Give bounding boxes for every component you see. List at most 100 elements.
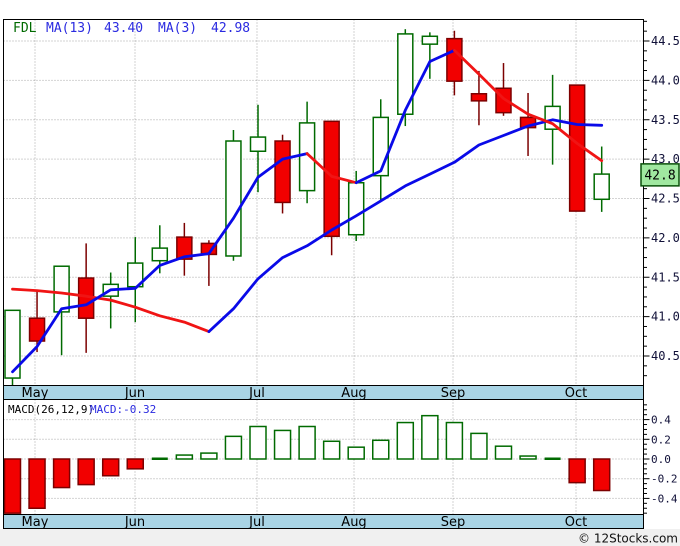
candle-week-18 <box>446 30 463 96</box>
month-label-sep: Sep <box>441 386 466 401</box>
candle-week-1 <box>28 290 46 353</box>
macd-bar-negative <box>568 458 586 484</box>
month-label-aug: Aug <box>341 386 366 401</box>
month-label-oct: Oct <box>565 386 587 401</box>
month-label-jul: Jul <box>248 386 265 401</box>
footer-strip <box>0 529 680 546</box>
macd-month-label-jun: Jun <box>124 515 145 530</box>
ma3-line-up <box>11 152 309 374</box>
candle-week-21 <box>519 92 537 156</box>
legend-ma13-label: MA(13) <box>46 21 93 36</box>
macd-bar-positive <box>494 445 513 460</box>
price-axis-label: 43.5 <box>651 113 680 127</box>
macd-bar-positive <box>273 429 292 460</box>
macd-bar-positive <box>200 452 218 460</box>
candle-week-7 <box>176 222 193 276</box>
macd-bar-positive <box>372 439 390 460</box>
candle-body-up <box>593 173 610 201</box>
macd-bar-negative <box>77 458 95 486</box>
price-axis-label: 41.0 <box>651 310 680 324</box>
legend-symbol: FDL <box>13 21 37 36</box>
candle-body-up <box>544 105 561 130</box>
candle-week-2 <box>53 265 70 356</box>
candle-body-up <box>53 265 70 313</box>
macd-bar-positive <box>396 421 415 460</box>
macd-legend-label: MACD(26,12,9) <box>8 403 94 416</box>
macd-month-band <box>3 514 644 529</box>
candle-week-11 <box>274 134 291 214</box>
macd-month-label-sep: Sep <box>441 515 466 530</box>
macd-bar-positive <box>249 425 267 460</box>
macd-bar-zero <box>151 457 168 460</box>
macd-axis-label: -0.2 <box>651 473 678 486</box>
macd-bar-positive <box>224 435 243 460</box>
last-price-badge <box>640 163 680 187</box>
candle-body-down <box>176 236 193 260</box>
macd-bar-positive <box>421 414 439 460</box>
candle-week-17 <box>421 32 439 79</box>
macd-axis-label: -0.4 <box>651 492 678 505</box>
candle-body-down <box>274 140 291 204</box>
ma13-line-up <box>207 118 604 334</box>
price-axis-label: 44.5 <box>651 34 680 48</box>
macd-bar-negative <box>3 458 22 514</box>
candle-week-6 <box>151 225 169 274</box>
legend-ma3-label: MA(3) <box>158 21 197 36</box>
candle-body-down <box>28 317 46 342</box>
macd-bar-zero <box>544 457 561 460</box>
candle-body-up <box>347 182 365 236</box>
candle-body-up <box>421 35 439 45</box>
ma3-line-down <box>305 152 358 185</box>
candle-body-down <box>446 37 463 82</box>
copyright-watermark[interactable]: © 12Stocks.com <box>578 532 678 546</box>
macd-bar-positive <box>347 446 365 460</box>
macd-bar-negative <box>126 458 144 470</box>
candle-body-up <box>397 33 414 115</box>
legend-ma13-value: 43.40 <box>104 21 143 36</box>
macd-bar-negative <box>52 458 71 489</box>
legend-ma3-value: 42.98 <box>211 21 250 36</box>
last-price-badge-value: 42.8 <box>644 168 675 183</box>
macd-month-label-aug: Aug <box>341 515 366 530</box>
macd-bar-positive <box>298 425 316 460</box>
candle-week-23 <box>568 84 586 212</box>
ma3-line-down <box>452 49 604 163</box>
macd-month-label-may: May <box>22 515 49 530</box>
macd-bar-negative <box>101 458 120 477</box>
macd-bar-positive <box>519 455 537 460</box>
macd-axis-label: 0.4 <box>651 414 671 427</box>
macd-bar-positive <box>322 440 341 460</box>
macd-axis-label: 0.0 <box>651 453 671 466</box>
price-month-band <box>3 385 644 400</box>
price-axis-label: 42.0 <box>651 231 680 245</box>
price-axis-label: 40.5 <box>651 349 680 363</box>
price-axis-label: 44.0 <box>651 73 680 87</box>
macd-month-label-jul: Jul <box>248 515 265 530</box>
candle-week-13 <box>323 120 340 256</box>
month-label-may: May <box>22 386 49 401</box>
macd-legend-value: MACD:-0.32 <box>90 403 156 416</box>
macd-bar-negative <box>592 458 611 492</box>
candle-body-down <box>519 116 537 129</box>
candle-week-24 <box>593 146 610 212</box>
macd-axis-label: 0.2 <box>651 433 671 446</box>
candle-week-19 <box>470 70 488 126</box>
macd-month-label-oct: Oct <box>565 515 587 530</box>
candle-week-9 <box>225 129 242 261</box>
candle-body-up <box>372 116 389 177</box>
macd-bar-positive <box>445 421 464 460</box>
ma13-line-down <box>11 287 211 334</box>
macd-bar-positive <box>175 454 194 460</box>
macd-bar-negative <box>28 458 46 509</box>
candle-body-up <box>298 122 316 192</box>
macd-bar-positive <box>470 432 488 460</box>
price-axis-label: 43.0 <box>651 152 680 166</box>
month-label-jun: Jun <box>124 386 145 401</box>
candle-body-up <box>225 140 242 257</box>
price-axis-label: 41.5 <box>651 270 680 284</box>
candle-week-3 <box>77 243 95 353</box>
candle-week-0 <box>4 309 21 386</box>
candle-body-up <box>249 136 267 152</box>
